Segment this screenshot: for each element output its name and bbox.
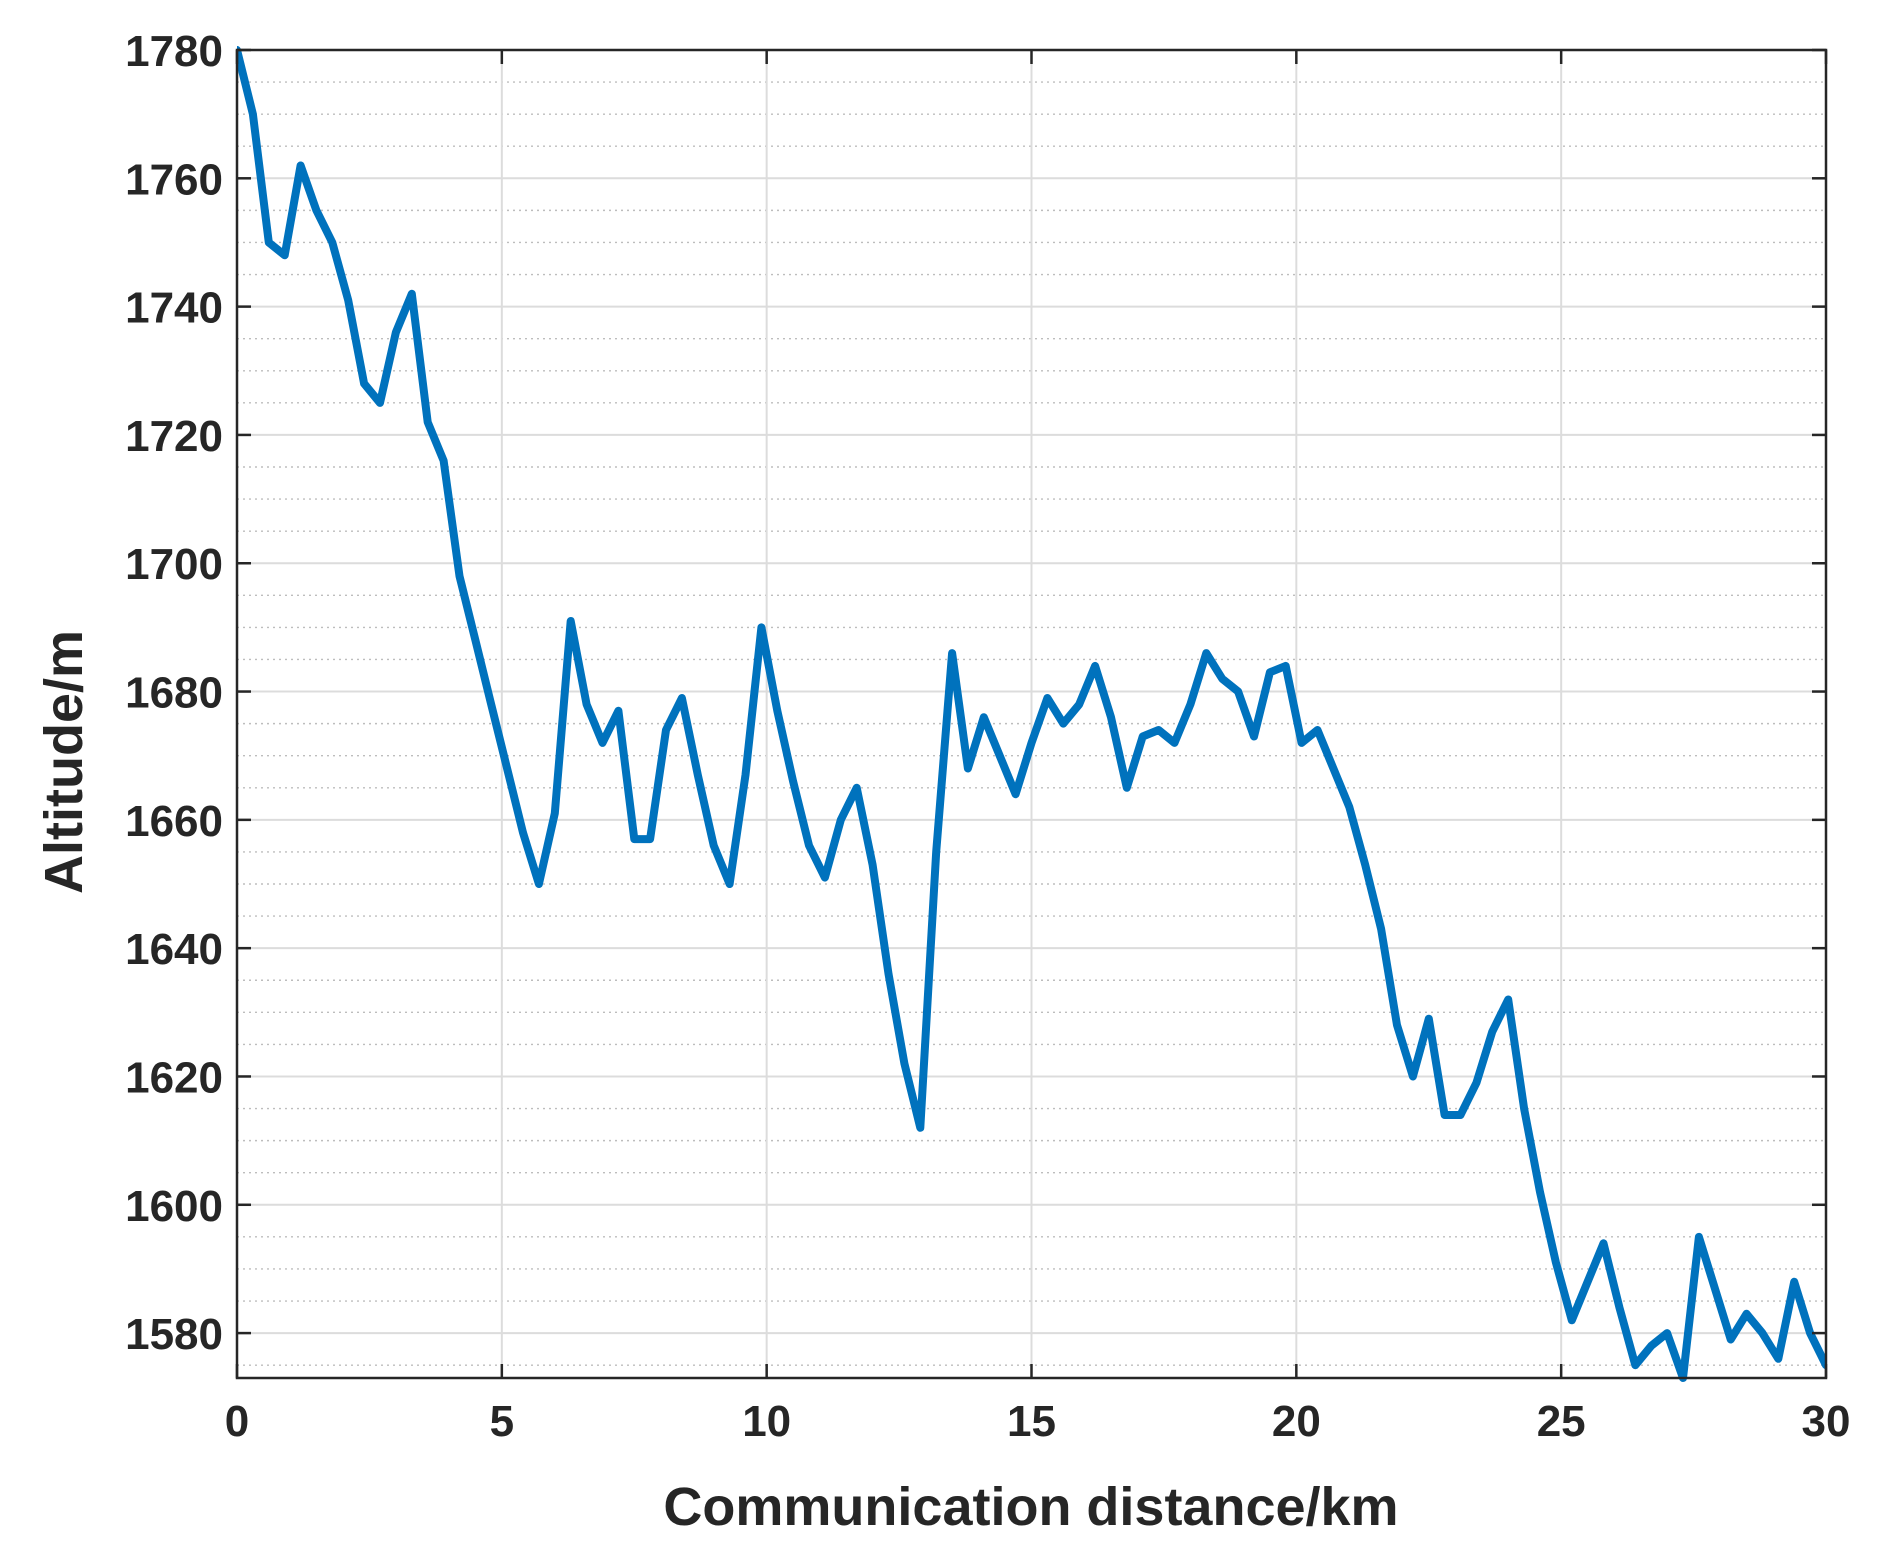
x-tick-label: 20 (1272, 1397, 1321, 1446)
y-tick-label: 1620 (125, 1053, 223, 1102)
y-tick-label: 1580 (125, 1310, 223, 1359)
x-axis-title: Communication distance/km (663, 1477, 1398, 1537)
x-tick-label: 0 (225, 1397, 249, 1446)
y-tick-label: 1780 (125, 27, 223, 76)
y-tick-label: 1700 (125, 540, 223, 589)
axes-frame (235, 48, 1828, 1380)
series-line-1 (237, 46, 1826, 1382)
y-tick-label: 1680 (125, 669, 223, 718)
x-tick-label: 25 (1537, 1397, 1586, 1446)
x-axis-ticks: 0 5 10 15 20 25 30 (225, 1397, 1851, 1446)
y-axis-title: Altitude/m (34, 630, 94, 894)
x-tick-label: 10 (742, 1397, 791, 1446)
y-tick-label: 1600 (125, 1182, 223, 1231)
y-tick-label: 1740 (125, 284, 223, 333)
x-tick-label: 5 (490, 1397, 514, 1446)
x-tick-label: 30 (1802, 1397, 1851, 1446)
x-tick-label: 15 (1007, 1397, 1056, 1446)
y-tick-label: 1720 (125, 412, 223, 461)
y-tick-label: 1640 (125, 925, 223, 974)
y-tick-label: 1760 (125, 155, 223, 204)
y-axis-ticks: 1580 1600 1620 1640 1660 1680 1700 1720 1740 1760… (125, 27, 223, 1359)
y-tick-label: 1660 (125, 797, 223, 846)
plot-area (237, 46, 1826, 1382)
